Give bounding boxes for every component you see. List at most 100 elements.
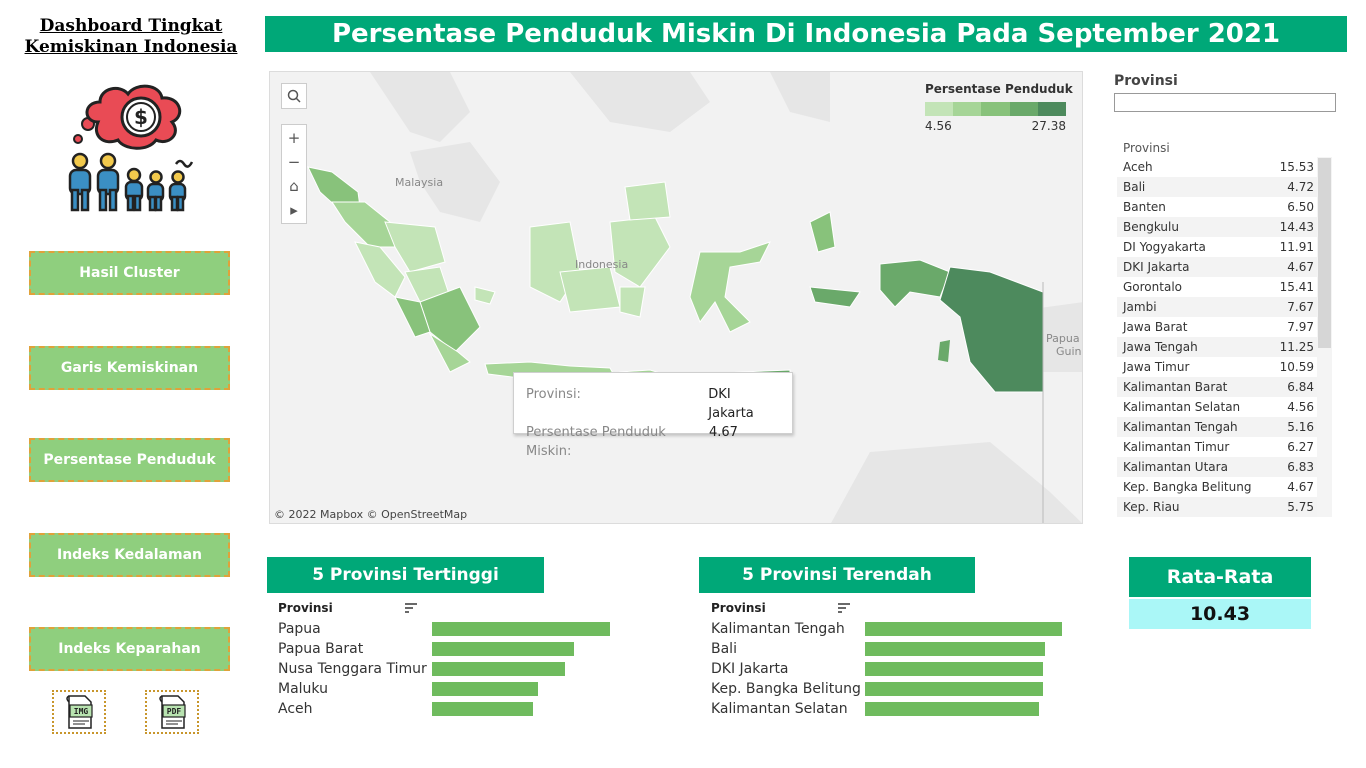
svg-text:IMG: IMG <box>74 707 89 716</box>
province-row[interactable]: Gorontalo 15.41 <box>1117 277 1332 297</box>
map-region-riau <box>384 221 446 273</box>
choropleth-map[interactable]: Malaysia Indonesia Papua Guine + − ⌂ ▸ P… <box>269 71 1083 524</box>
province-value: 6.50 <box>1287 200 1314 214</box>
svg-text:$: $ <box>134 105 148 129</box>
province-row[interactable]: Jambi 7.67 <box>1117 297 1332 317</box>
legend-swatch <box>981 102 1010 116</box>
export-img-button[interactable]: IMG <box>52 690 106 734</box>
bar[interactable] <box>432 662 565 676</box>
top5-chart: Provinsi Papua Papua Barat Nusa Tenggara T… <box>278 601 610 721</box>
province-row[interactable]: DI Yogyakarta 11.91 <box>1117 237 1332 257</box>
province-value: 4.67 <box>1287 480 1314 494</box>
map-region-kaltim <box>609 216 671 288</box>
bar[interactable] <box>865 682 1044 696</box>
province-row[interactable]: Bengkulu 14.43 <box>1117 217 1332 237</box>
province-row[interactable]: Bali 4.72 <box>1117 177 1332 197</box>
zoom-in-icon[interactable]: + <box>287 129 301 147</box>
average-value: 10.43 <box>1129 599 1311 629</box>
nav-persentase-penduduk-button[interactable]: Persentase Penduduk <box>29 438 230 482</box>
map-label-malaysia: Malaysia <box>395 176 444 189</box>
map-tooltip: Provinsi: DKI Jakarta Persentase Pendudu… <box>513 372 793 459</box>
map-region-papua-barat <box>879 259 951 308</box>
map-region-sulawesi <box>689 241 771 333</box>
bar[interactable] <box>432 622 610 636</box>
map-geometry <box>307 72 1082 523</box>
province-row[interactable]: Kalimantan Selatan 4.56 <box>1117 397 1332 417</box>
nav-garis-kemiskinan-button[interactable]: Garis Kemiskinan <box>29 346 230 390</box>
nav-hasil-cluster-button[interactable]: Hasil Cluster <box>29 251 230 295</box>
pdf-file-icon: PDF <box>159 695 186 729</box>
map-search-button[interactable] <box>281 83 307 109</box>
legend-max: 27.38 <box>1031 119 1066 133</box>
province-value: 6.84 <box>1287 380 1314 394</box>
province-table-scroll-thumb[interactable] <box>1318 158 1331 348</box>
map-region-kalteng <box>559 266 621 313</box>
province-value: 11.91 <box>1279 240 1314 254</box>
top5-header: Provinsi <box>278 601 333 615</box>
bar[interactable] <box>432 702 533 716</box>
province-row[interactable]: Kalimantan Barat 6.84 <box>1117 377 1332 397</box>
province-value: 6.27 <box>1287 440 1314 454</box>
bar[interactable] <box>432 682 538 696</box>
nav-indeks-kedalaman-button[interactable]: Indeks Kedalaman <box>29 533 230 577</box>
bar[interactable] <box>865 622 1063 636</box>
province-value: 4.67 <box>1287 260 1314 274</box>
map-region-maluku <box>809 286 861 308</box>
home-icon[interactable]: ⌂ <box>289 177 299 195</box>
province-value: 5.75 <box>1287 500 1314 514</box>
province-value: 7.67 <box>1287 300 1314 314</box>
map-region-babel <box>474 286 496 305</box>
province-row[interactable]: Jawa Barat 7.97 <box>1117 317 1332 337</box>
zoom-out-icon[interactable]: − <box>287 153 301 171</box>
province-row[interactable]: Aceh 15.53 <box>1117 157 1332 177</box>
export-pdf-button[interactable]: PDF <box>145 690 199 734</box>
map-legend: Persentase Penduduk 4.56 27.38 <box>925 82 1075 133</box>
province-row[interactable]: Kalimantan Tengah 5.16 <box>1117 417 1332 437</box>
search-icon <box>287 89 301 103</box>
province-value: 11.25 <box>1279 340 1314 354</box>
province-name: Bengkulu <box>1123 220 1179 234</box>
province-name: Banten <box>1123 200 1166 214</box>
tooltip-province-value: DKI Jakarta <box>708 387 754 421</box>
province-value: 4.72 <box>1287 180 1314 194</box>
bottom5-title: 5 Provinsi Terendah <box>699 557 975 593</box>
province-row[interactable]: Kalimantan Timur 6.27 <box>1117 437 1332 457</box>
sort-icon[interactable] <box>405 603 417 613</box>
map-region-sumbar <box>354 241 406 298</box>
province-name: Gorontalo <box>1123 280 1182 294</box>
map-label-papua: Papua <box>1046 332 1080 345</box>
province-row[interactable]: Jawa Tengah 11.25 <box>1117 337 1332 357</box>
bar[interactable] <box>865 702 1040 716</box>
province-name: Kep. Bangka Belitung <box>1123 480 1252 494</box>
province-row[interactable]: Banten 6.50 <box>1117 197 1332 217</box>
province-row[interactable]: Kep. Bangka Belitung 4.67 <box>1117 477 1332 497</box>
dashboard-title-line1: Dashboard Tingkat <box>39 16 223 36</box>
province-filter-input[interactable] <box>1114 93 1336 112</box>
nav-indeks-keparahan-button[interactable]: Indeks Keparahan <box>29 627 230 671</box>
bar[interactable] <box>865 662 1044 676</box>
bar-label: Papua <box>278 621 321 637</box>
province-row[interactable]: Jawa Timur 10.59 <box>1117 357 1332 377</box>
bar[interactable] <box>865 642 1046 656</box>
average-title: Rata-Rata <box>1129 557 1311 597</box>
page-title: Persentase Penduduk Miskin Di Indonesia … <box>265 16 1347 52</box>
province-value: 6.83 <box>1287 460 1314 474</box>
bar[interactable] <box>432 642 574 656</box>
province-value: 5.16 <box>1287 420 1314 434</box>
province-name: Jawa Tengah <box>1123 340 1198 354</box>
province-row[interactable]: DKI Jakarta 4.67 <box>1117 257 1332 277</box>
legend-color-scale <box>925 102 1067 116</box>
tooltip-percent-value: 4.67 <box>709 425 738 440</box>
bar-label: Bali <box>711 641 737 657</box>
dashboard-title-line2: Kemiskinan Indonesia <box>24 37 238 57</box>
province-row[interactable]: Kep. Riau 5.75 <box>1117 497 1332 517</box>
province-row[interactable]: Kalimantan Utara 6.83 <box>1117 457 1332 477</box>
province-table: Provinsi Aceh 15.53 Bali 4.72 Banten 6.50 Beng… <box>1117 140 1332 518</box>
legend-swatch <box>1009 102 1038 116</box>
province-name: Kalimantan Timur <box>1123 440 1230 454</box>
play-icon[interactable]: ▸ <box>290 201 298 219</box>
province-value: 7.97 <box>1287 320 1314 334</box>
sort-icon[interactable] <box>838 603 850 613</box>
bar-label: Kep. Bangka Belitung <box>711 681 861 697</box>
